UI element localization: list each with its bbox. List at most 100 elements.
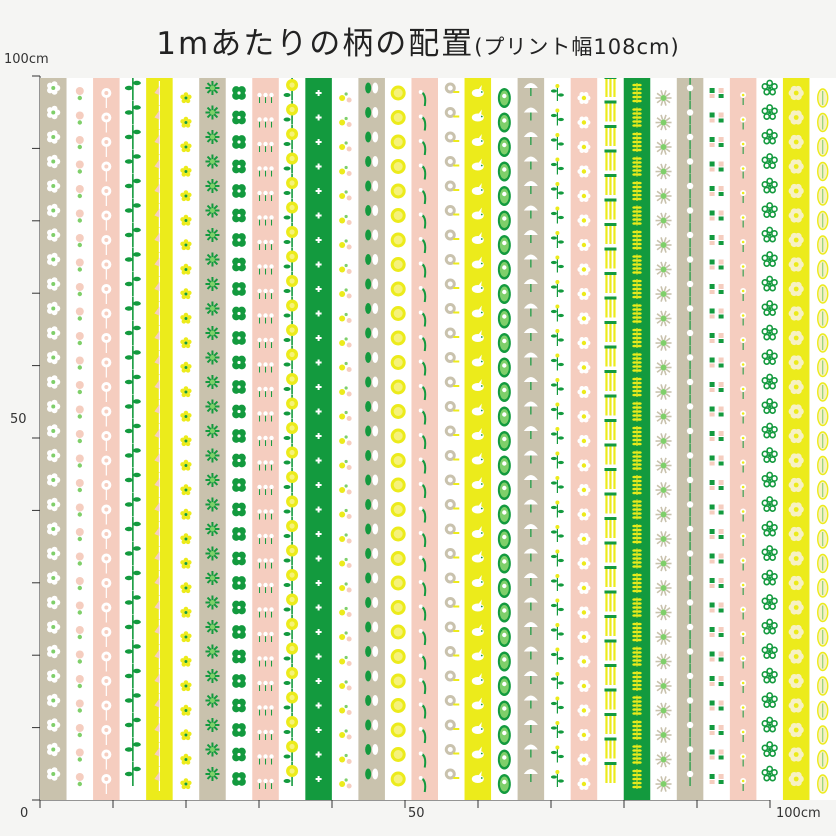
cross-mark	[317, 261, 320, 268]
stripe-stem-curl-icon	[418, 90, 427, 793]
petal-mark	[183, 704, 189, 710]
leaf-mark	[283, 485, 291, 489]
stem-mark	[530, 161, 532, 170]
ray-mark	[660, 580, 664, 586]
body-mark	[453, 360, 460, 363]
petal-mark	[183, 386, 189, 391]
bud-mark	[269, 264, 274, 269]
center-mark	[184, 121, 188, 124]
cap-mark	[523, 720, 538, 725]
ray-mark	[656, 491, 662, 496]
stripe-umbrella-flower-icon	[523, 83, 538, 782]
ray-mark	[663, 457, 667, 463]
grain-mark	[637, 683, 642, 687]
ring-mark	[763, 162, 771, 169]
grain-mark	[637, 385, 642, 389]
ring-mark	[771, 107, 778, 115]
ring-mark	[766, 496, 774, 503]
bloom-mark	[339, 438, 346, 444]
stem-mark	[556, 577, 558, 591]
ray-mark	[656, 687, 662, 692]
stem-mark	[271, 733, 273, 740]
petal-mark	[185, 735, 191, 741]
ray-mark	[660, 198, 664, 204]
ray-mark	[665, 386, 671, 391]
bloom-mark	[75, 136, 84, 144]
cap-mark	[523, 426, 538, 431]
center-mark	[581, 487, 587, 493]
petal-mark	[51, 571, 58, 578]
center-mark	[768, 502, 772, 507]
top-mark	[604, 639, 617, 643]
petal-mark	[183, 190, 189, 195]
leaf-mark	[344, 606, 348, 611]
leaf-mark	[550, 750, 557, 755]
ray-mark	[665, 197, 671, 202]
ray-mark	[665, 411, 671, 416]
body-mark	[453, 483, 460, 485]
grain-mark	[637, 438, 642, 442]
center-mark	[793, 629, 799, 635]
bloom-mark	[502, 338, 507, 344]
eye-mark	[480, 238, 483, 240]
ray-mark	[656, 729, 662, 734]
bloom-mark	[339, 511, 346, 518]
grain-mark	[637, 504, 642, 507]
ray-mark	[656, 337, 662, 342]
center-mark	[184, 464, 188, 467]
center-mark	[237, 189, 241, 193]
grain-mark	[637, 218, 642, 221]
leaf-mark	[372, 156, 379, 167]
bud-mark	[418, 188, 423, 192]
center-mark	[660, 119, 667, 126]
top-mark	[604, 492, 617, 496]
tile-mark	[709, 682, 715, 686]
shell-inner-mark	[447, 404, 453, 409]
stem-mark	[259, 561, 261, 569]
center-mark	[581, 340, 587, 346]
petal-mark	[583, 337, 589, 343]
stem-mark	[742, 563, 744, 571]
petal-mark	[180, 94, 185, 100]
bud-mark	[257, 215, 262, 220]
bud-mark	[555, 647, 560, 652]
ring-mark	[761, 499, 769, 507]
petal-mark	[51, 473, 58, 480]
bud-mark	[257, 754, 262, 759]
petal-mark	[183, 753, 189, 759]
body-mark	[453, 703, 460, 706]
petal-mark	[185, 760, 191, 765]
center-mark	[741, 240, 745, 244]
leaf-mark	[372, 646, 379, 657]
dot-inner-mark	[393, 284, 403, 294]
tile-mark	[709, 657, 715, 662]
tile-mark	[718, 437, 724, 441]
leaf-mark	[372, 474, 379, 486]
stem-mark	[636, 254, 638, 275]
bud-mark	[269, 362, 274, 367]
tile-mark	[709, 333, 715, 338]
grain-mark	[637, 655, 642, 658]
center-mark	[289, 572, 295, 578]
bell-mark	[154, 674, 160, 683]
leaf-mark	[124, 159, 133, 164]
center-mark	[741, 534, 745, 538]
grain-mark	[637, 197, 642, 201]
bud-mark	[263, 386, 268, 392]
leaf-mark	[550, 554, 557, 559]
stem-mark	[556, 209, 558, 224]
dot-mark	[686, 746, 694, 753]
leaf-mark	[283, 191, 291, 195]
ray-mark	[660, 296, 664, 302]
leaf-mark	[344, 533, 348, 537]
leaf-mark	[283, 338, 291, 342]
grain-mark	[632, 332, 637, 336]
bell-mark	[154, 233, 160, 242]
grain-mark	[632, 728, 637, 732]
center-mark	[289, 351, 295, 358]
center-mark	[768, 698, 772, 703]
cross-mark	[317, 286, 320, 292]
tile-mark	[709, 357, 715, 363]
leaf-mark	[77, 683, 82, 689]
cap-mark	[523, 769, 538, 774]
